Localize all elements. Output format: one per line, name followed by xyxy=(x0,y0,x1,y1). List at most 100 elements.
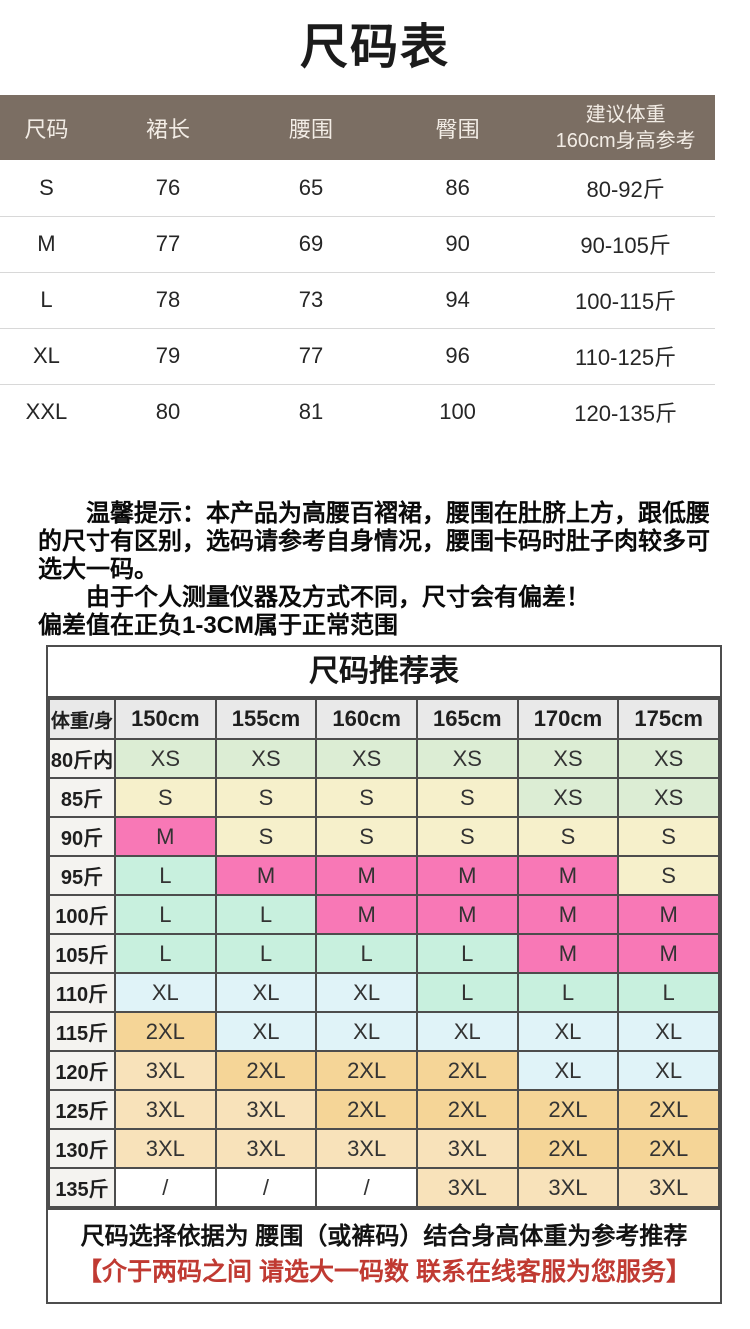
size-cell: XS xyxy=(516,777,620,818)
size-cell: XL xyxy=(516,1011,620,1052)
tip-line: 的尺寸有区别，选码请参考自身情况，腰围卡码时肚子肉较多可 xyxy=(38,528,710,555)
recommend-grid: 体重/身 150cm 155cm 160cm 165cm 170cm 175cm… xyxy=(48,698,720,1208)
size-value: 100 xyxy=(378,383,537,440)
size-value: 94 xyxy=(378,271,537,328)
size-value: 73 xyxy=(243,271,379,328)
tip-line: 温馨提示：本产品为高腰百褶裙，腰围在肚脐上方，跟低腰 xyxy=(86,500,710,527)
size-value: XXL xyxy=(0,383,93,440)
size-cell: 3XL xyxy=(114,1050,217,1091)
size-value: 90-105斤 xyxy=(536,215,715,272)
size-cell: XL xyxy=(617,1050,720,1091)
size-cell: XL xyxy=(214,972,318,1013)
size-cell: 2XL xyxy=(617,1089,720,1130)
size-value: 76 xyxy=(155,174,181,200)
size-value: 77 xyxy=(243,327,379,384)
size-cell: S xyxy=(516,816,620,857)
size-cell: 2XL xyxy=(315,1050,418,1091)
size-cell: L xyxy=(114,894,217,935)
size-cell: S xyxy=(415,816,519,857)
size-cell: / xyxy=(214,1167,318,1208)
size-value: M xyxy=(0,215,93,272)
size-cell: M xyxy=(214,855,318,896)
weight-row-label: 80斤内 xyxy=(48,738,116,779)
size-cell: 2XL xyxy=(516,1089,620,1130)
size-value: 110-125斤 xyxy=(536,327,715,384)
size-value: 77 xyxy=(92,215,244,272)
size-value: 78 xyxy=(92,271,244,328)
size-cell: 2XL xyxy=(516,1128,620,1169)
recommend-header-row: 体重/身 150cm 155cm 160cm 165cm 170cm 175cm xyxy=(48,698,720,740)
size-cell: / xyxy=(315,1167,418,1208)
size-row: XL 79 77 96 110-125斤 xyxy=(0,327,715,384)
column-header-length: 裙长 xyxy=(146,116,191,142)
size-row: S 76 65 86 80-92斤 xyxy=(0,160,715,216)
size-cell: 2XL xyxy=(617,1128,720,1169)
size-value: 80-92斤 xyxy=(586,176,665,202)
weight-row-label: 105斤 xyxy=(48,933,116,974)
size-cell: M xyxy=(617,933,720,974)
weight-row-label: 120斤 xyxy=(48,1050,116,1091)
height-column-header: 165cm xyxy=(415,698,519,740)
weight-header-line2: 160cm身高参考 xyxy=(555,129,696,152)
size-value: 120-135斤 xyxy=(536,383,715,440)
size-cell: 3XL xyxy=(516,1167,620,1208)
size-value: 90 xyxy=(378,215,537,272)
weight-row-label: 130斤 xyxy=(48,1128,116,1169)
page-title: 尺码表 xyxy=(299,21,450,74)
size-cell: 3XL xyxy=(315,1128,418,1169)
size-cell: 2XL xyxy=(415,1089,519,1130)
size-cell: 2XL xyxy=(415,1050,519,1091)
size-cell: L xyxy=(114,855,217,896)
tips-text: 温馨提示：本产品为高腰百褶裙，腰围在肚脐上方，跟低腰 的尺寸有区别，选码请参考自… xyxy=(38,500,712,640)
size-cell: 2XL xyxy=(315,1089,418,1130)
column-header-weight: 建议体重 160cm身高参考 xyxy=(536,95,715,160)
size-table-header-row: 尺码 裙长 腰围 臀围 建议体重 160cm身高参考 xyxy=(0,95,715,160)
tip-line: 由于个人测量仪器及方式不同，尺寸会有偏差！ xyxy=(86,584,590,611)
size-value: 69 xyxy=(243,215,379,272)
recommend-row: 115斤 2XL XL XL XL XL XL xyxy=(48,1011,720,1052)
size-cell: 3XL xyxy=(214,1128,318,1169)
size-cell: M xyxy=(315,855,418,896)
recommend-table-title: 尺码推荐表 xyxy=(48,647,720,698)
weight-row-label: 110斤 xyxy=(48,972,116,1013)
size-value: 86 xyxy=(445,174,470,200)
size-cell: L xyxy=(617,972,720,1013)
size-cell: L xyxy=(214,894,318,935)
size-value: 65 xyxy=(298,174,324,200)
size-value: S xyxy=(39,174,54,200)
size-cell: 3XL xyxy=(214,1089,318,1130)
size-cell: XL xyxy=(516,1050,620,1091)
size-cell: XL xyxy=(315,1011,418,1052)
size-cell: M xyxy=(315,894,418,935)
size-value: L xyxy=(0,271,93,328)
size-cell: L xyxy=(415,972,519,1013)
note-red: 【介于两码之间 请选大一码数 联系在线客服为您服务】 xyxy=(77,1258,691,1286)
size-cell: XL xyxy=(415,1011,519,1052)
tip-line: 选大一码。 xyxy=(38,556,158,583)
size-value: XL xyxy=(0,327,93,384)
recommend-row: 95斤 L M M M M S xyxy=(48,855,720,896)
recommend-row: 85斤 S S S S XS XS xyxy=(48,777,720,818)
column-header-waist: 腰围 xyxy=(288,116,333,142)
size-value: 81 xyxy=(243,383,379,440)
tip-line: 偏差值在正负1-3CM属于正常范围 xyxy=(38,612,399,639)
size-cell: 2XL xyxy=(214,1050,318,1091)
size-cell: L xyxy=(516,972,620,1013)
size-cell: L xyxy=(315,933,418,974)
size-cell: XS xyxy=(617,738,720,779)
size-cell: 3XL xyxy=(617,1167,720,1208)
size-row: M 77 69 90 90-105斤 xyxy=(0,215,715,272)
size-cell: L xyxy=(415,933,519,974)
size-cell: XS xyxy=(617,777,720,818)
size-table: 尺码 裙长 腰围 臀围 建议体重 160cm身高参考 S 76 65 86 80-92斤… xyxy=(0,95,715,440)
height-column-header: 150cm xyxy=(114,698,217,740)
size-cell: L xyxy=(214,933,318,974)
recommend-notes: 尺码选择依据为 腰围（或裤码）结合身高体重为参考推荐 【介于两码之间 请选大一码… xyxy=(48,1208,720,1302)
size-cell: M xyxy=(617,894,720,935)
weight-row-label: 95斤 xyxy=(48,855,116,896)
size-cell: XS xyxy=(214,738,318,779)
height-column-header: 170cm xyxy=(516,698,620,740)
column-header-hip: 臀围 xyxy=(435,116,480,142)
size-cell: XS xyxy=(516,738,620,779)
